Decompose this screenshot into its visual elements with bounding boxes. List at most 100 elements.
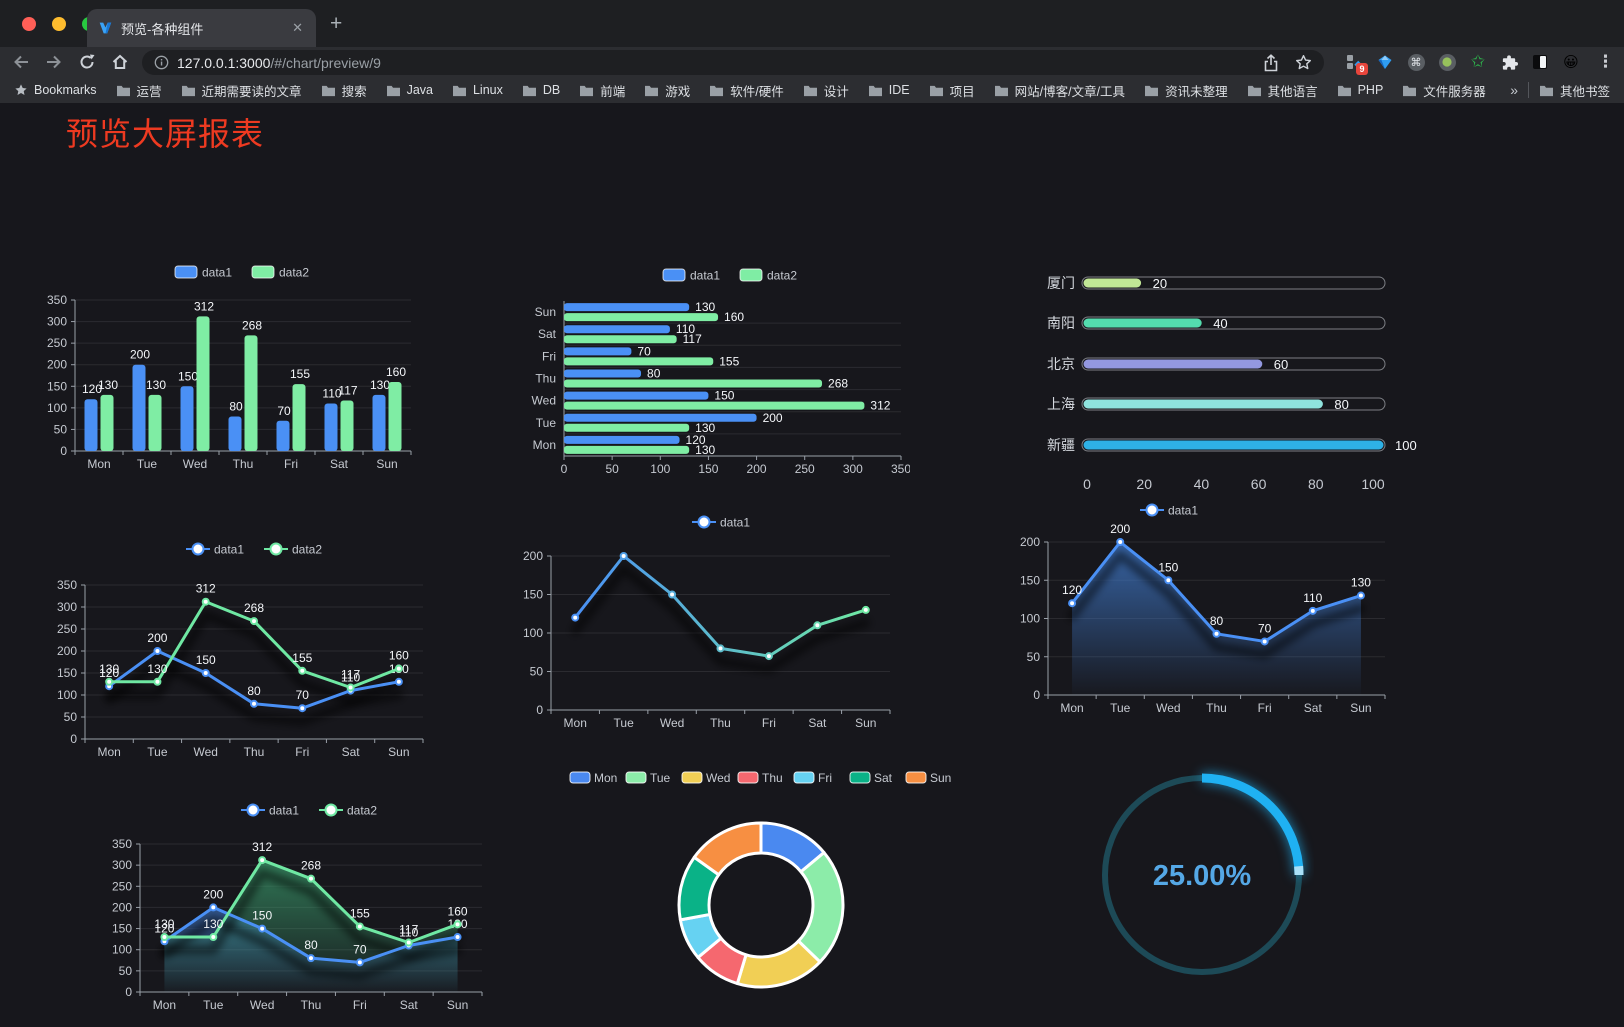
svg-text:120: 120 <box>154 921 174 935</box>
home-button[interactable] <box>111 53 129 71</box>
chart-bar-grouped[interactable]: data1 data2 0 50 100 150 200 250 300 350 Mon Tue Wed… <box>40 253 440 477</box>
legend[interactable]: data1 data2 <box>174 265 309 280</box>
svg-text:150: 150 <box>1158 560 1178 574</box>
bookmark-item[interactable]: 网站/博客/文章/工具 <box>994 81 1125 100</box>
chart-city-progress[interactable]: 厦门 20 南阳 40 北京 60 上海 80 新疆 100 0 20 40 60 80 100 <box>980 253 1420 498</box>
extension-record-icon[interactable] <box>1438 53 1456 71</box>
bookmark-item[interactable]: Java <box>386 83 433 97</box>
legend[interactable]: data1 data2 <box>186 542 322 557</box>
extension-puzzle-icon[interactable] <box>1500 53 1518 71</box>
bars[interactable]: 120 200 150 80 70 110 130 130 130 312 268 155 117 160 <box>82 299 406 451</box>
chart-gauge[interactable]: 25.00% <box>1090 758 1314 993</box>
legend[interactable]: Mon Tue Wed Thu Fri Sat Sun <box>569 771 951 785</box>
bookmark-item[interactable]: 运营 <box>116 81 162 100</box>
progress-axis: 0 20 40 60 80 100 <box>1083 476 1385 492</box>
tab-close-icon[interactable]: ✕ <box>292 20 303 35</box>
browser-tab[interactable]: 预览-各种组件 ✕ <box>87 9 316 47</box>
svg-text:268: 268 <box>242 318 262 332</box>
bookmark-item[interactable]: 搜索 <box>321 81 367 100</box>
line-series[interactable] <box>570 552 871 674</box>
chart-line-two-area[interactable]: data1 data2 0 50 100 150 200 250 300 350 Mon Tue Wed… <box>90 773 500 1021</box>
bookmark-item[interactable]: DB <box>522 83 560 97</box>
svg-text:160: 160 <box>724 310 744 324</box>
svg-text:150: 150 <box>112 922 132 936</box>
svg-text:Wed: Wed <box>660 716 684 730</box>
forward-button[interactable] <box>45 53 63 71</box>
extension-command-icon[interactable]: ⌘ <box>1407 53 1425 71</box>
bookmark-item[interactable]: 前端 <box>579 81 625 100</box>
svg-text:80: 80 <box>647 367 661 381</box>
svg-text:60: 60 <box>1274 357 1288 372</box>
svg-text:130: 130 <box>99 662 119 676</box>
chart-area-single[interactable]: data1 0 50 100 150 200 Mon Tue Wed Thu Fri Sat Sun 12… <box>970 488 1390 723</box>
chart-line-two[interactable]: data1 data2 0 50 100 150 200 250 300 350 Mon Tue Wed… <box>30 523 450 769</box>
bookmarks-overflow-chevron[interactable]: » <box>1510 82 1518 98</box>
chart-line-gradient[interactable]: data1 0 50 100 150 200 Mon Tue Wed Thu Fri Sat Sun <box>490 493 910 733</box>
bookmark-item[interactable]: PHP <box>1337 83 1383 97</box>
bookmark-item[interactable]: 文件服务器 <box>1402 81 1486 100</box>
svg-text:150: 150 <box>178 369 198 383</box>
extension-splitscreen-icon[interactable] <box>1531 53 1549 71</box>
svg-text:Sat: Sat <box>330 457 349 471</box>
close-window-button[interactable] <box>22 17 36 31</box>
reload-button[interactable] <box>78 53 96 71</box>
svg-text:80: 80 <box>1334 397 1348 412</box>
bookmark-item[interactable]: 资讯未整理 <box>1144 81 1228 100</box>
extension-grid-icon[interactable]: 9 <box>1345 53 1368 75</box>
bookmark-item[interactable]: 游戏 <box>644 81 690 100</box>
other-bookmarks[interactable]: 其他书签 <box>1539 81 1610 100</box>
browser-menu-kebab-icon[interactable]: ⋮ <box>1597 52 1614 71</box>
legend[interactable]: data1 data2 <box>662 268 797 283</box>
bookmark-item[interactable]: IDE <box>868 83 910 97</box>
svg-text:70: 70 <box>277 404 291 418</box>
svg-text:312: 312 <box>194 299 214 313</box>
bookmark-item[interactable]: 软件/硬件 <box>709 81 784 100</box>
page-content: 预览大屏报表 data1 data2 0 50 100 150 200 250 300 350 Mo… <box>0 103 1624 1027</box>
legend[interactable]: data1 <box>692 515 750 530</box>
bookmark-item[interactable]: 项目 <box>929 81 975 100</box>
donut-slices[interactable] <box>677 821 845 989</box>
svg-text:200: 200 <box>1020 535 1040 549</box>
bookmarks-manager[interactable]: Bookmarks <box>14 83 97 97</box>
svg-text:Thu: Thu <box>1206 701 1227 715</box>
back-button[interactable] <box>12 53 30 71</box>
address-bar[interactable]: 127.0.0.1:3000/#/chart/preview/9 <box>142 50 1324 75</box>
svg-text:130: 130 <box>203 917 223 931</box>
svg-text:厦门: 厦门 <box>1047 275 1075 291</box>
chart-hbar-grouped[interactable]: data1 data2 0 50 100 150 200 250 300 350 Sun 130 160… <box>490 253 910 481</box>
new-tab-button[interactable]: + <box>330 12 343 35</box>
svg-text:120: 120 <box>82 382 102 396</box>
legend[interactable]: data1 <box>1140 503 1198 518</box>
navigation-bar: 127.0.0.1:3000/#/chart/preview/9 9 ⌘ <box>0 47 1624 77</box>
svg-text:150: 150 <box>523 588 543 602</box>
chart-donut[interactable]: Mon Tue Wed Thu Fri Sat Sun <box>560 743 962 995</box>
legend[interactable]: data1 data2 <box>241 803 377 818</box>
svg-text:Sat: Sat <box>808 716 827 730</box>
bookmarks-bar: Bookmarks 运营 近期需要读的文章 搜索 Java Linux DB 前端 游戏 软件/… <box>0 77 1624 103</box>
svg-text:250: 250 <box>47 336 67 350</box>
svg-text:130: 130 <box>147 662 167 676</box>
svg-text:200: 200 <box>112 900 132 914</box>
progress-rows[interactable]: 厦门 20 南阳 40 北京 60 上海 80 新疆 100 <box>1047 275 1417 453</box>
extension-badge: 9 <box>1356 63 1368 75</box>
svg-text:200: 200 <box>523 549 543 563</box>
site-info-icon[interactable] <box>154 55 169 70</box>
bookmark-item[interactable]: Linux <box>452 83 503 97</box>
svg-text:110: 110 <box>399 925 418 939</box>
svg-text:data1: data1 <box>1168 504 1198 518</box>
bookmark-item[interactable]: 设计 <box>803 81 849 100</box>
line-series[interactable]: 120 200 150 80 70 110 130 <box>1062 522 1371 695</box>
bookmark-star-icon[interactable] <box>1295 54 1312 71</box>
extension-gem-icon[interactable] <box>1376 53 1394 71</box>
bookmark-item[interactable]: 其他语言 <box>1247 81 1318 100</box>
extension-green-star-icon[interactable]: ✩ <box>1470 52 1486 71</box>
share-icon[interactable] <box>1263 53 1279 72</box>
minimize-window-button[interactable] <box>52 17 66 31</box>
extension-emoji-icon[interactable]: 😀 <box>1563 54 1579 71</box>
svg-text:Tue: Tue <box>1110 701 1131 715</box>
bookmark-item[interactable]: 近期需要读的文章 <box>181 81 302 100</box>
svg-text:80: 80 <box>1308 476 1324 492</box>
